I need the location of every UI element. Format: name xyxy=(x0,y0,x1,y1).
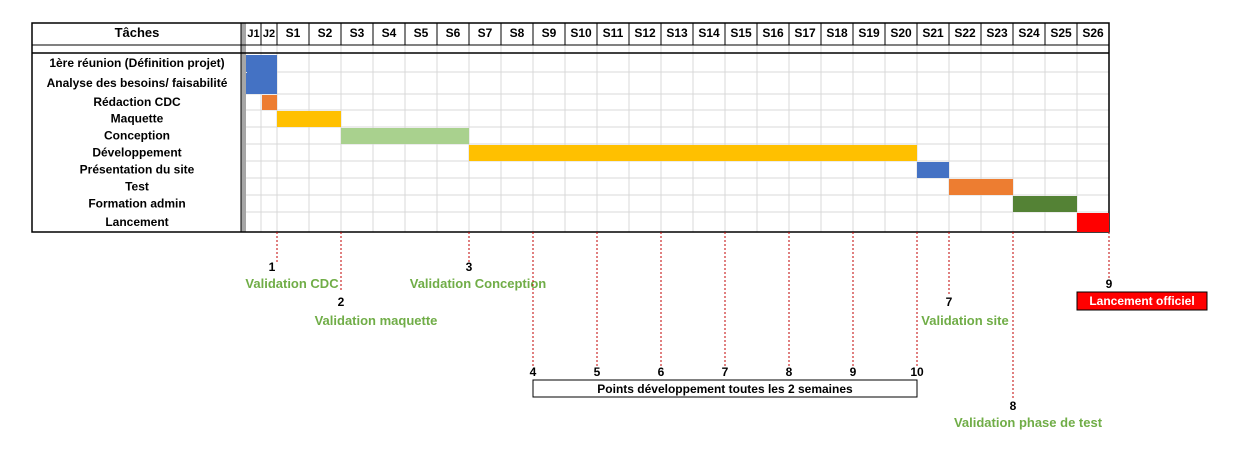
milestone-number: 7 xyxy=(722,365,729,379)
milestone-number: 8 xyxy=(786,365,793,379)
header-period-s20: S20 xyxy=(890,26,912,40)
task-bar xyxy=(1013,196,1077,212)
task-name: Maquette xyxy=(111,112,164,126)
header-period-j2: J2 xyxy=(263,28,275,40)
task-bar xyxy=(469,145,917,161)
dev-points-box xyxy=(532,379,918,398)
task-name: Présentation du site xyxy=(80,163,195,177)
header-period-j1: J1 xyxy=(247,28,259,40)
header-period-s7: S7 xyxy=(478,26,493,40)
header-period-s3: S3 xyxy=(350,26,365,40)
milestone-label: Validation maquette xyxy=(315,313,438,328)
task-bar-combined xyxy=(247,55,277,93)
milestone-number: 7 xyxy=(946,295,953,309)
milestone-number: 3 xyxy=(466,260,473,274)
task-name: Formation admin xyxy=(88,197,185,211)
header-period-s4: S4 xyxy=(382,26,397,40)
milestone-label: Validation site xyxy=(921,313,1008,328)
header-tasks-label: Tâches xyxy=(115,25,160,40)
dev-points-label: Points développement toutes les 2 semain… xyxy=(597,382,853,396)
task-bar xyxy=(1077,213,1109,232)
header-period-s1: S1 xyxy=(286,26,301,40)
header-period-s12: S12 xyxy=(634,26,656,40)
task-name: Analyse des besoins/ faisabilité xyxy=(47,76,228,90)
task-name: Développement xyxy=(92,146,181,160)
header-period-s19: S19 xyxy=(858,26,880,40)
header-period-s26: S26 xyxy=(1082,26,1104,40)
header-period-s17: S17 xyxy=(794,26,816,40)
task-name: 1ère réunion (Définition projet) xyxy=(49,56,224,70)
header-period-s18: S18 xyxy=(826,26,848,40)
header-period-s14: S14 xyxy=(698,26,720,40)
task-name: Lancement xyxy=(105,215,168,229)
milestone-number: 10 xyxy=(910,365,924,379)
milestone-label: Validation CDC xyxy=(245,276,339,291)
table-border xyxy=(31,22,1110,233)
header-period-s11: S11 xyxy=(603,26,624,40)
header-period-s2: S2 xyxy=(318,26,333,40)
timeline-spine xyxy=(241,23,246,232)
header-period-s6: S6 xyxy=(446,26,461,40)
milestone-number: 6 xyxy=(658,365,665,379)
header-period-s9: S9 xyxy=(542,26,557,40)
task-bar xyxy=(341,128,469,144)
milestone-label: Validation phase de test xyxy=(954,415,1103,430)
task-name: Conception xyxy=(104,129,170,143)
header-period-s13: S13 xyxy=(666,26,688,40)
milestone-number: 4 xyxy=(530,365,537,379)
header-period-s21: S21 xyxy=(922,26,944,40)
milestone-number: 2 xyxy=(338,295,345,309)
header-period-s5: S5 xyxy=(414,26,429,40)
launch-box xyxy=(1076,291,1208,311)
header-period-s10: S10 xyxy=(570,26,592,40)
milestone-number: 8 xyxy=(1010,399,1017,413)
milestone-number: 9 xyxy=(1106,277,1113,291)
task-name: Rédaction CDC xyxy=(93,95,181,109)
task-bar xyxy=(262,95,277,110)
header-period-s16: S16 xyxy=(762,26,784,40)
task-bar xyxy=(917,162,949,178)
launch-label: Lancement officiel xyxy=(1089,294,1194,308)
header-period-s25: S25 xyxy=(1050,26,1072,40)
milestone-number: 1 xyxy=(269,260,276,274)
milestone-label: Validation Conception xyxy=(410,276,547,291)
task-bar xyxy=(949,179,1013,195)
header-period-s22: S22 xyxy=(954,26,976,40)
milestone-number: 5 xyxy=(594,365,601,379)
header-period-s24: S24 xyxy=(1018,26,1040,40)
milestone-number: 9 xyxy=(850,365,857,379)
header-period-s15: S15 xyxy=(730,26,752,40)
task-name: Test xyxy=(125,180,149,194)
header-period-s8: S8 xyxy=(510,26,525,40)
header-period-s23: S23 xyxy=(986,26,1008,40)
task-bar xyxy=(277,111,341,127)
